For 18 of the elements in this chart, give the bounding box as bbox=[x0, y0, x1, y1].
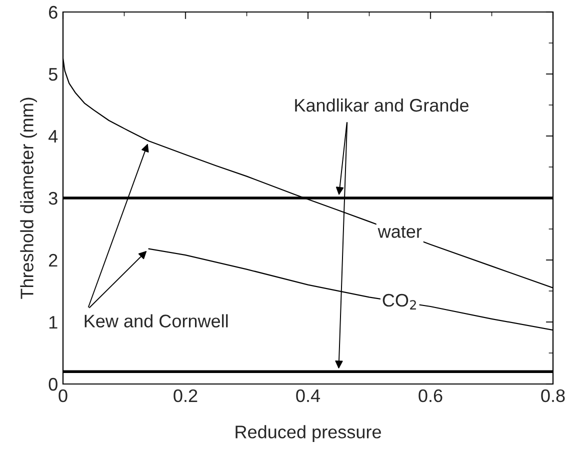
x-tick-label: 0.2 bbox=[174, 389, 198, 402]
y-tick-label: 1 bbox=[49, 316, 58, 329]
series-label: water bbox=[378, 226, 422, 238]
y-axis-title: Threshold diameter (mm) bbox=[20, 98, 37, 299]
y-tick-label: 3 bbox=[48, 192, 58, 205]
x-tick-label: 0.4 bbox=[296, 389, 320, 402]
x-tick-label: 0 bbox=[58, 389, 68, 402]
y-tick-label: 6 bbox=[49, 6, 58, 19]
y-tick-label: 0 bbox=[48, 378, 58, 391]
x-tick-label: 0.8 bbox=[541, 389, 565, 402]
y-tick-label: 2 bbox=[49, 254, 58, 267]
x-axis-title: Reduced pressure bbox=[236, 425, 381, 442]
annotation: Kandlikar and Grande bbox=[295, 98, 469, 112]
annotation: Kew and Cornwell bbox=[84, 314, 228, 328]
y-tick-label: 5 bbox=[48, 68, 58, 81]
series-label: CO$_{2}$ bbox=[382, 294, 416, 310]
y-tick-label: 4 bbox=[48, 130, 58, 143]
x-tick-label: 0.6 bbox=[418, 389, 442, 402]
